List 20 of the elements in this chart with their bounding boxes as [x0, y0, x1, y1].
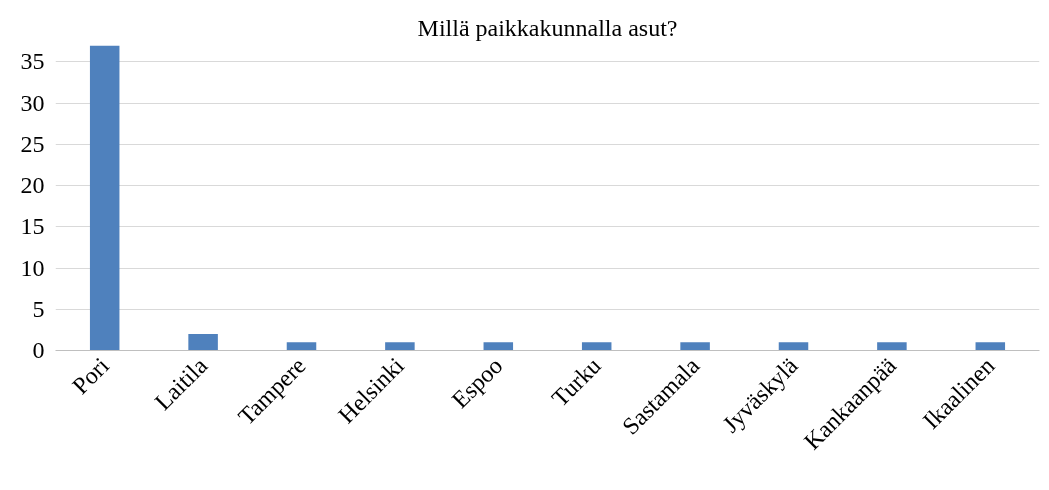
- y-tick-label: 30: [20, 89, 45, 116]
- y-tick-label: 5: [32, 295, 45, 322]
- bar: [778, 342, 809, 351]
- y-tick-label: 10: [20, 254, 45, 281]
- y-tick-label: 15: [20, 213, 45, 240]
- y-tick-label: 0: [32, 337, 45, 363]
- bar: [385, 342, 415, 351]
- bar: [877, 342, 907, 351]
- x-tick-label: Pori: [67, 352, 115, 399]
- y-tick-label: 20: [20, 172, 45, 199]
- y-tick-label: 35: [20, 48, 45, 75]
- bar: [581, 342, 612, 351]
- bar: [483, 342, 514, 351]
- bar: [188, 334, 218, 351]
- chart-title: Millä paikkakunnalla asut?: [417, 14, 678, 41]
- bar: [975, 342, 1006, 351]
- bar: [89, 45, 120, 351]
- bar: [286, 342, 317, 351]
- bar: [680, 342, 710, 351]
- y-tick-label: 25: [20, 130, 45, 157]
